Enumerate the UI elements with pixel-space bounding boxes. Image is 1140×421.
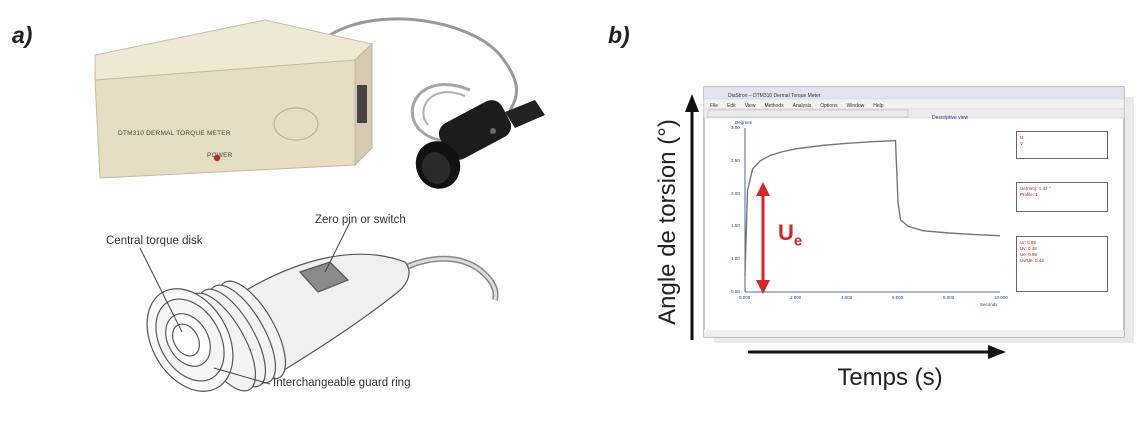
callout-central-torque-disk: Central torque disk	[106, 235, 203, 247]
y-tick-label: 1.00	[731, 256, 740, 262]
x-tick-label: 4.000	[841, 295, 853, 300]
info-line: Uv/Ue: 0.43	[1020, 258, 1044, 263]
torsion-curve	[744, 139, 1001, 276]
small-chart-x-label: Seconds	[980, 302, 998, 307]
menu-item[interactable]: View	[744, 103, 756, 109]
small-chart-y-label: Degrees	[735, 120, 753, 125]
y-tick-label: 2.50	[731, 157, 740, 163]
info-line: Ue: 0.86	[1020, 252, 1038, 257]
x-tick-label: 0.000	[739, 295, 751, 300]
menu-item[interactable]: Analysis	[792, 103, 812, 109]
menu-item[interactable]: Help	[873, 103, 884, 109]
y-tick-label: 3.00	[731, 125, 740, 130]
panel-label-a: a)	[12, 22, 33, 48]
small-chart-title: Descriptive view	[932, 115, 969, 121]
info-line: Profile: 1	[1020, 192, 1038, 197]
device-name-plate: DTM310 DERMAL TORQUE METER	[118, 130, 231, 137]
menu-item[interactable]: Window	[846, 103, 865, 109]
window-title: DiaStron – DTM310 Dermal Torque Meter	[728, 93, 821, 99]
torque-meter-device	[94, 17, 545, 189]
device-power-label: POWER	[207, 152, 233, 159]
info-line: Ur: 0.88	[1020, 240, 1037, 245]
x-tick-label: 8.000	[943, 295, 955, 300]
power-led-icon	[213, 154, 221, 162]
x-tick-label: 2.000	[790, 295, 802, 300]
x-tick-label: 6.000	[892, 295, 904, 300]
y-tick-label: 2.00	[731, 190, 740, 196]
ue-label: Ue	[778, 220, 802, 249]
y-tick-label: 0.50	[731, 289, 740, 294]
x-axis-title: Temps (s)	[837, 364, 943, 391]
callout-zero-pin: Zero pin or switch	[315, 214, 406, 226]
x-tick-label: 10.000	[994, 295, 1008, 300]
y-axis-title-container: Angle de torsion (°)	[648, 92, 688, 352]
software-window	[703, 86, 1134, 343]
info-line: Uv: 0.48	[1020, 246, 1037, 251]
x-axis-arrow	[748, 345, 1006, 359]
info-line: Ue(mm): 1.42 °	[1020, 186, 1051, 191]
menu-bar: File Edit View Methods Analysis Options Window…	[710, 103, 893, 109]
info-line: V	[1020, 141, 1024, 146]
y-axis-arrow	[685, 94, 699, 340]
ue-label-main: U	[778, 220, 794, 245]
ue-label-sub: e	[793, 232, 803, 250]
ue-arrow	[756, 182, 770, 294]
info-box-2: Ue(mm): 1.42 ° Profile: 1	[1016, 182, 1108, 212]
menu-item[interactable]: Methods	[764, 103, 784, 109]
callout-guard-ring: Interchangeable guard ring	[273, 377, 411, 389]
menu-item[interactable]: Options	[820, 103, 838, 109]
info-line: U	[1020, 135, 1024, 140]
info-box-3: Ur: 0.88 Uv: 0.48 Ue: 0.86 Uv/Ue: 0.43	[1016, 236, 1108, 292]
panel-label-b: b)	[608, 22, 630, 48]
menu-item[interactable]: Edit	[727, 103, 736, 109]
probe-drawing	[139, 221, 499, 392]
menu-item[interactable]: File	[710, 103, 719, 109]
y-axis-title: Angle de torsion (°)	[654, 119, 681, 325]
y-tick-label: 1.50	[731, 223, 740, 229]
